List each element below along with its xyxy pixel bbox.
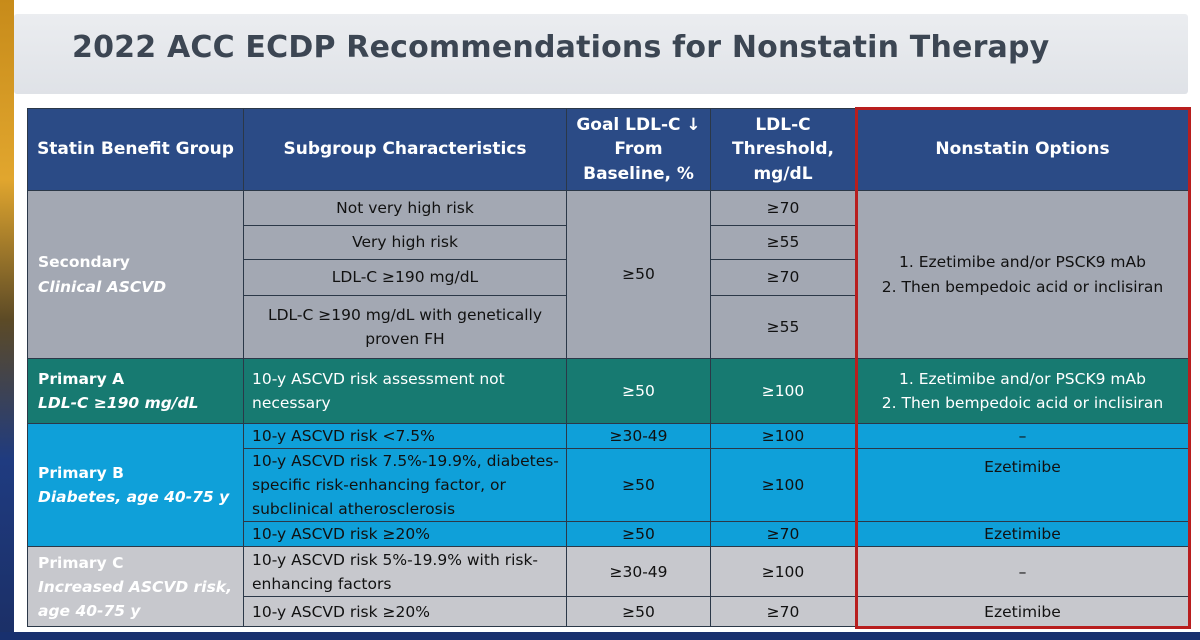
header-row: Statin Benefit Group Subgroup Characteri…: [27, 108, 1190, 191]
bottom-decorative-strip: [0, 632, 1200, 640]
threshold-cell: ≥100: [710, 546, 856, 598]
header-subgroup-characteristics: Subgroup Characteristics: [243, 108, 567, 191]
table-row: 10-y ASCVD risk ≥20% ≥50 ≥70 Ezetimibe: [28, 521, 1190, 548]
threshold-cell: ≥70: [710, 596, 856, 628]
header-statin-benefit-group: Statin Benefit Group: [27, 108, 244, 191]
table-row: Secondary Clinical ASCVD Not very high r…: [27, 190, 1190, 359]
nonstatin-options-cell: 1. Ezetimibe and/or PSCK9 mAb 2. Then be…: [855, 358, 1190, 424]
nonstatin-options-cell: –: [855, 546, 1190, 598]
group-name: Primary C: [38, 553, 124, 572]
table-row: 10-y ASCVD risk 7.5%-19.9%, diabetes-spe…: [28, 448, 1190, 523]
left-decorative-strip: [0, 0, 14, 640]
goal-cell: ≥50: [566, 358, 711, 424]
goal-cell: ≥30-49: [566, 422, 711, 450]
threshold-cell: ≥100: [710, 358, 856, 424]
nonstatin-options-cell: 1. Ezetimibe and/or PSCK9 mAb 2. Then be…: [855, 190, 1190, 359]
goal-cell: ≥50: [566, 521, 711, 548]
subgroup-cell: Not very high risk: [243, 190, 567, 226]
group-secondary: Secondary Clinical ASCVD: [27, 190, 244, 359]
group-primary-b: Primary B Diabetes, age 40-75 y: [27, 422, 244, 548]
group-subtitle: Diabetes, age 40-75 y: [38, 488, 230, 507]
group-subtitle: LDL-C ≥190 mg/dL: [38, 394, 199, 412]
group-name: Primary B: [38, 464, 124, 483]
threshold-cell: ≥55: [710, 225, 856, 260]
nonstatin-options-cell: Ezetimibe: [855, 596, 1190, 628]
table-row: Very high risk ≥55: [28, 225, 1190, 260]
table-row: Primary C Increased ASCVD risk, age 40-7…: [27, 546, 1190, 628]
title-bar: [14, 14, 1188, 94]
header-nonstatin-options: Nonstatin Options: [855, 108, 1190, 191]
threshold-cell: ≥70: [710, 521, 856, 548]
subgroup-cell: LDL-C ≥190 mg/dL: [243, 259, 567, 296]
table-row: LDL-C ≥190 mg/dL ≥70: [28, 259, 1190, 296]
group-subtitle: Increased ASCVD risk, age 40-75 y: [38, 577, 233, 620]
table-row: 10-y ASCVD risk ≥20% ≥50 ≥70 Ezetimibe: [28, 596, 1190, 628]
goal-cell: ≥50: [566, 596, 711, 628]
group-primary-c: Primary C Increased ASCVD risk, age 40-7…: [27, 546, 244, 628]
goal-cell: ≥30-49: [566, 546, 711, 598]
table-row: Primary A LDL-C ≥190 mg/dL 10-y ASCVD ri…: [27, 358, 1190, 424]
option-line: 2. Then bempedoic acid or inclisiran: [881, 277, 1164, 296]
subgroup-cell: 10-y ASCVD risk 5%-19.9% with risk-enhan…: [243, 546, 567, 598]
subgroup-cell: Very high risk: [243, 225, 567, 260]
group-primary-a: Primary A LDL-C ≥190 mg/dL: [27, 358, 244, 424]
threshold-cell: ≥55: [710, 295, 856, 359]
subgroup-cell: 10-y ASCVD risk ≥20%: [243, 596, 567, 628]
header-ldl-threshold: LDL-C Threshold, mg/dL: [710, 108, 856, 191]
table-row: Primary B Diabetes, age 40-75 y 10-y ASC…: [27, 422, 1190, 548]
slide-title: 2022 ACC ECDP Recommendations for Nonsta…: [72, 30, 1050, 65]
goal-cell: ≥50: [566, 190, 711, 359]
group-subtitle: Clinical ASCVD: [38, 277, 167, 296]
nonstatin-options-cell: –: [855, 422, 1190, 450]
threshold-cell: ≥70: [710, 190, 856, 226]
table-row: LDL-C ≥190 mg/dL with genetically proven…: [28, 295, 1190, 359]
nonstatin-options-cell: Ezetimibe: [855, 448, 1190, 523]
subgroup-cell: 10-y ASCVD risk assessment not necessary: [243, 358, 567, 424]
header-goal-ldl: Goal LDL-C ↓ From Baseline, %: [566, 108, 711, 191]
subgroup-cell: 10-y ASCVD risk <7.5%: [243, 422, 567, 450]
recommendations-table: Statin Benefit Group Subgroup Characteri…: [27, 108, 1190, 628]
group-name: Secondary: [38, 253, 130, 272]
group-name: Primary A: [38, 369, 125, 388]
subgroup-cell: 10-y ASCVD risk 7.5%-19.9%, diabetes-spe…: [243, 448, 567, 523]
threshold-cell: ≥100: [710, 422, 856, 450]
option-line: 2. Then bempedoic acid or inclisiran: [881, 394, 1164, 412]
option-line: 1. Ezetimibe and/or PSCK9 mAb: [899, 369, 1146, 388]
subgroup-cell: LDL-C ≥190 mg/dL with genetically proven…: [243, 295, 567, 359]
subgroup-cell: 10-y ASCVD risk ≥20%: [243, 521, 567, 548]
threshold-cell: ≥100: [710, 448, 856, 523]
threshold-cell: ≥70: [710, 259, 856, 296]
goal-cell: ≥50: [566, 448, 711, 523]
nonstatin-options-cell: Ezetimibe: [855, 521, 1190, 548]
option-line: 1. Ezetimibe and/or PSCK9 mAb: [899, 253, 1146, 272]
